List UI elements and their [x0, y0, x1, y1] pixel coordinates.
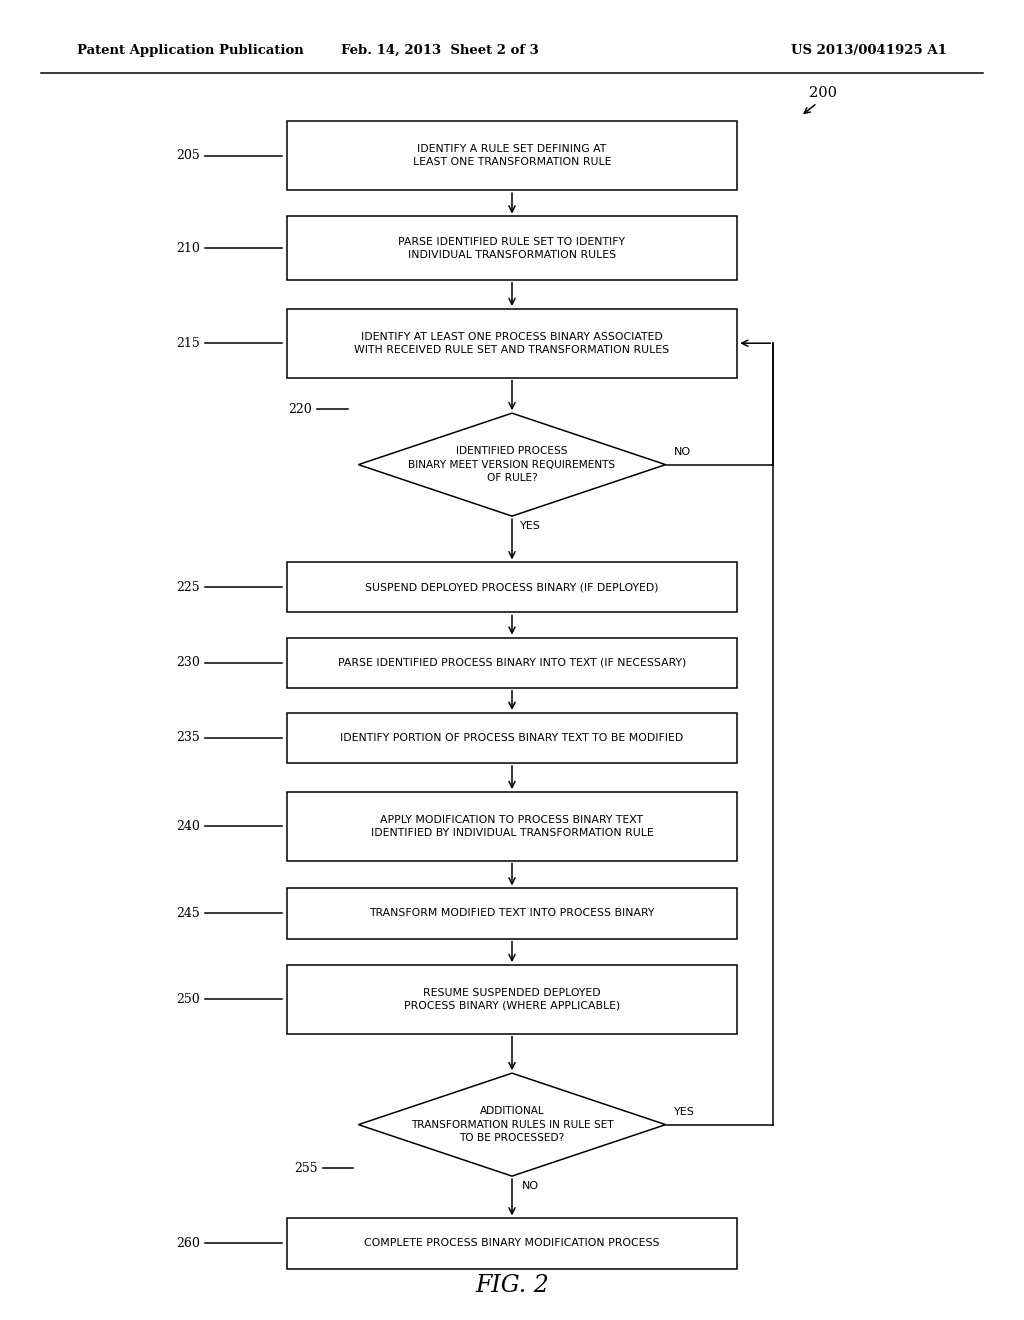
Text: 240: 240 — [176, 820, 200, 833]
Text: IDENTIFIED PROCESS
BINARY MEET VERSION REQUIREMENTS
OF RULE?: IDENTIFIED PROCESS BINARY MEET VERSION R… — [409, 446, 615, 483]
Bar — [287, 965, 737, 1034]
Text: US 2013/0041925 A1: US 2013/0041925 A1 — [792, 44, 947, 57]
Text: 200: 200 — [809, 86, 837, 100]
Text: NO: NO — [522, 1181, 539, 1192]
Text: 260: 260 — [176, 1237, 200, 1250]
Text: 250: 250 — [176, 993, 200, 1006]
Bar — [287, 638, 737, 688]
Text: Patent Application Publication: Patent Application Publication — [77, 44, 303, 57]
Text: NO: NO — [674, 446, 691, 457]
Text: TRANSFORM MODIFIED TEXT INTO PROCESS BINARY: TRANSFORM MODIFIED TEXT INTO PROCESS BIN… — [370, 908, 654, 919]
Text: 235: 235 — [176, 731, 200, 744]
Text: IDENTIFY PORTION OF PROCESS BINARY TEXT TO BE MODIFIED: IDENTIFY PORTION OF PROCESS BINARY TEXT … — [340, 733, 684, 743]
Text: PARSE IDENTIFIED PROCESS BINARY INTO TEXT (IF NECESSARY): PARSE IDENTIFIED PROCESS BINARY INTO TEX… — [338, 657, 686, 668]
Bar — [287, 562, 737, 612]
Text: Feb. 14, 2013  Sheet 2 of 3: Feb. 14, 2013 Sheet 2 of 3 — [341, 44, 540, 57]
Bar — [287, 713, 737, 763]
Polygon shape — [358, 413, 666, 516]
Bar — [287, 216, 737, 280]
Text: 255: 255 — [294, 1162, 317, 1175]
Text: IDENTIFY AT LEAST ONE PROCESS BINARY ASSOCIATED
WITH RECEIVED RULE SET AND TRANS: IDENTIFY AT LEAST ONE PROCESS BINARY ASS… — [354, 331, 670, 355]
Text: 210: 210 — [176, 242, 200, 255]
Text: SUSPEND DEPLOYED PROCESS BINARY (IF DEPLOYED): SUSPEND DEPLOYED PROCESS BINARY (IF DEPL… — [366, 582, 658, 593]
Bar — [287, 1218, 737, 1269]
Text: 230: 230 — [176, 656, 200, 669]
Bar — [287, 121, 737, 190]
Polygon shape — [358, 1073, 666, 1176]
Text: 205: 205 — [176, 149, 200, 162]
Text: YES: YES — [520, 521, 541, 532]
Bar — [287, 309, 737, 378]
Text: ADDITIONAL
TRANSFORMATION RULES IN RULE SET
TO BE PROCESSED?: ADDITIONAL TRANSFORMATION RULES IN RULE … — [411, 1106, 613, 1143]
Bar — [287, 792, 737, 861]
Text: 225: 225 — [176, 581, 200, 594]
Text: APPLY MODIFICATION TO PROCESS BINARY TEXT
IDENTIFIED BY INDIVIDUAL TRANSFORMATIO: APPLY MODIFICATION TO PROCESS BINARY TEX… — [371, 814, 653, 838]
Text: 220: 220 — [289, 403, 312, 416]
Text: RESUME SUSPENDED DEPLOYED
PROCESS BINARY (WHERE APPLICABLE): RESUME SUSPENDED DEPLOYED PROCESS BINARY… — [403, 987, 621, 1011]
Text: IDENTIFY A RULE SET DEFINING AT
LEAST ONE TRANSFORMATION RULE: IDENTIFY A RULE SET DEFINING AT LEAST ON… — [413, 144, 611, 168]
Text: 215: 215 — [176, 337, 200, 350]
Text: FIG. 2: FIG. 2 — [475, 1274, 549, 1298]
Text: PARSE IDENTIFIED RULE SET TO IDENTIFY
INDIVIDUAL TRANSFORMATION RULES: PARSE IDENTIFIED RULE SET TO IDENTIFY IN… — [398, 236, 626, 260]
Text: YES: YES — [674, 1106, 694, 1117]
Text: COMPLETE PROCESS BINARY MODIFICATION PROCESS: COMPLETE PROCESS BINARY MODIFICATION PRO… — [365, 1238, 659, 1249]
Text: 245: 245 — [176, 907, 200, 920]
Bar — [287, 888, 737, 939]
